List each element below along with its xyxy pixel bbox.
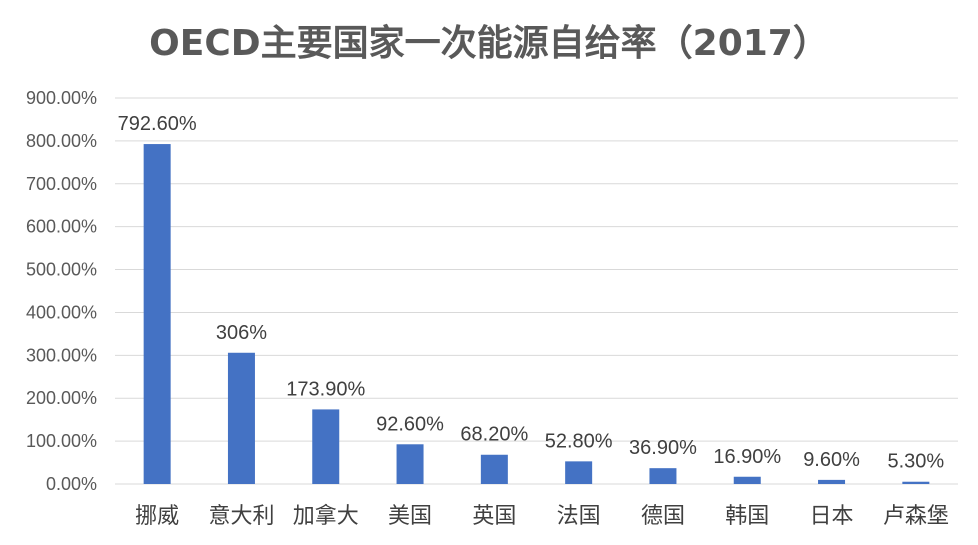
bar bbox=[649, 468, 677, 484]
bar bbox=[480, 454, 508, 484]
y-tick-label: 500.00% bbox=[26, 260, 97, 280]
data-label: 5.30% bbox=[887, 451, 944, 473]
data-label: 52.80% bbox=[545, 430, 613, 452]
x-category-label: 意大利 bbox=[208, 504, 274, 529]
x-category-label: 德国 bbox=[641, 504, 685, 529]
data-labels: 792.60% 306% 173.90% 92.60% 68.20% 52.80% 36.9… bbox=[118, 113, 945, 473]
y-tick-label: 600.00% bbox=[26, 217, 97, 237]
data-label: 16.90% bbox=[713, 446, 781, 468]
y-tick-label: 0.00% bbox=[46, 474, 97, 494]
y-tick-label: 800.00% bbox=[26, 131, 97, 151]
bar bbox=[818, 479, 846, 484]
bar bbox=[227, 352, 255, 484]
bar bbox=[902, 481, 930, 484]
y-tick-label: 900.00% bbox=[26, 88, 97, 108]
y-tick-label: 700.00% bbox=[26, 174, 97, 194]
data-label: 792.60% bbox=[118, 113, 197, 135]
x-category-label: 法国 bbox=[557, 504, 601, 529]
bars bbox=[143, 144, 930, 484]
bar bbox=[565, 461, 593, 484]
data-label: 92.60% bbox=[376, 413, 444, 435]
bar bbox=[733, 476, 761, 484]
y-tick-label: 400.00% bbox=[26, 302, 97, 322]
y-axis-ticks: 0.00% 100.00% 200.00% 300.00% 400.00% 500.00%… bbox=[26, 88, 97, 494]
x-category-label: 韩国 bbox=[725, 504, 769, 529]
y-tick-label: 100.00% bbox=[26, 431, 97, 451]
data-label: 173.90% bbox=[286, 378, 365, 400]
data-label: 68.20% bbox=[460, 424, 528, 446]
chart-title: OECD主要国家一次能源自给率（2017） bbox=[149, 23, 829, 64]
x-category-label: 美国 bbox=[388, 504, 432, 529]
x-category-label: 加拿大 bbox=[293, 503, 359, 529]
x-axis-categories: 挪威 意大利 加拿大 美国 英国 法国 德国 韩国 日本 卢森堡 bbox=[135, 503, 949, 529]
bar bbox=[143, 144, 171, 484]
y-tick-label: 200.00% bbox=[26, 388, 97, 408]
x-category-label: 日本 bbox=[810, 504, 854, 529]
data-label: 36.90% bbox=[629, 437, 697, 459]
data-label: 9.60% bbox=[803, 449, 860, 471]
x-category-label: 英国 bbox=[472, 504, 516, 529]
bar bbox=[312, 409, 340, 484]
bar bbox=[396, 444, 424, 484]
y-tick-label: 300.00% bbox=[26, 345, 97, 365]
data-label: 306% bbox=[216, 322, 267, 344]
gridlines bbox=[115, 97, 958, 485]
x-category-label: 挪威 bbox=[135, 504, 179, 529]
x-category-label: 卢森堡 bbox=[883, 504, 949, 529]
